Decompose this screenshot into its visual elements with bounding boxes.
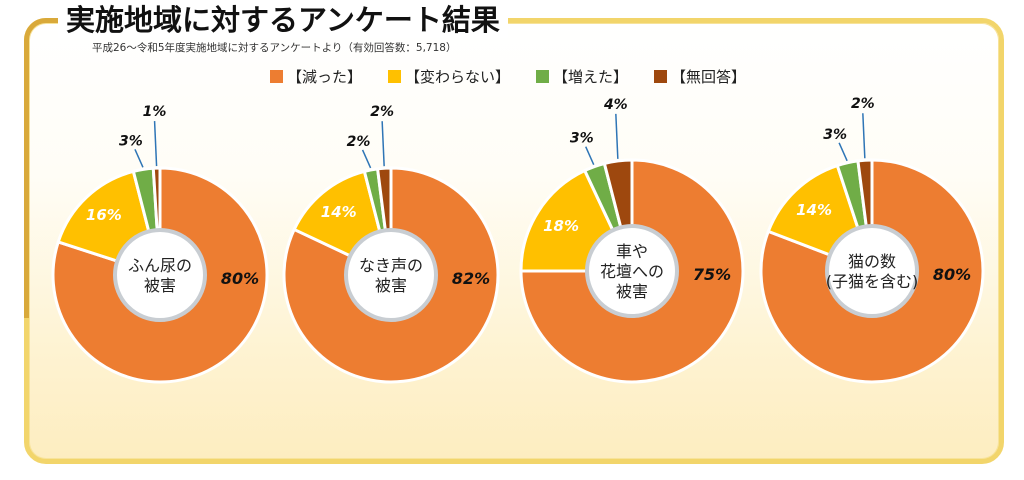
center-circle [585, 224, 679, 318]
center-circle [825, 224, 919, 318]
leader-line-no-answer [381, 121, 385, 167]
legend-swatch-increased [536, 70, 550, 83]
legend-item-no-answer: 【無回答】 [654, 66, 746, 87]
data-label-unchanged: 14% [796, 201, 832, 219]
legend-swatch-no-answer [654, 70, 668, 83]
data-label-no-answer: 2% [370, 104, 394, 120]
data-label-decreased: 80% [221, 269, 259, 288]
legend: 【減った】 【変わらない】 【増えた】 【無回答】 [270, 66, 746, 87]
legend-label-unchanged: 【変わらない】 [405, 68, 511, 86]
leader-line-increased [361, 149, 372, 169]
center-label-line: ふん尿の [128, 256, 192, 275]
data-label-increased: 3% [119, 133, 143, 149]
leader-line-increased [585, 146, 595, 165]
data-label-no-answer: 1% [143, 104, 167, 120]
legend-item-unchanged: 【変わらない】 [388, 66, 510, 87]
data-label-unchanged: 14% [321, 203, 357, 221]
center-label-line: 被害 [375, 276, 407, 295]
leader-line-no-answer [615, 113, 619, 159]
data-label-decreased: 75% [693, 265, 731, 284]
leader-line-no-answer [862, 113, 866, 159]
page-title: 実施地域に対するアンケート結果 [66, 3, 500, 37]
data-label-decreased: 80% [933, 265, 971, 284]
donut-chart-4: 猫の数(子猫を含む) 80% 14% 3%2% [759, 96, 985, 384]
leader-line-increased [134, 149, 144, 168]
data-label-increased: 3% [570, 131, 594, 147]
center-label-line: 花壇への [600, 262, 664, 281]
data-label-unchanged: 16% [86, 206, 122, 224]
center-circle [344, 228, 438, 322]
legend-swatch-decreased [270, 70, 283, 83]
legend-label-no-answer: 【無回答】 [671, 68, 747, 86]
center-label-line: なき声の [359, 256, 423, 275]
legend-item-decreased: 【減った】 [270, 66, 362, 87]
center-label-line: 被害 [144, 276, 176, 295]
legend-label-decreased: 【減った】 [287, 68, 363, 86]
title-block: 実施地域に対するアンケート結果 [58, 2, 508, 38]
legend-label-increased: 【増えた】 [553, 68, 629, 86]
center-label-line: 車や [616, 242, 648, 261]
legend-swatch-unchanged [388, 70, 402, 83]
legend-item-increased: 【増えた】 [536, 66, 628, 87]
center-label-line: (子猫を含む) [826, 272, 919, 291]
data-label-increased: 2% [347, 134, 371, 150]
data-label-no-answer: 2% [851, 96, 875, 112]
page-subtitle: 平成26～令和5年度実施地域に対するアンケートより（有効回答数：5,718） [92, 42, 457, 54]
center-label-line: 猫の数 [848, 252, 896, 271]
leader-line-increased [838, 142, 848, 162]
center-circle [113, 228, 207, 322]
data-label-unchanged: 18% [543, 217, 579, 235]
data-label-no-answer: 4% [603, 97, 628, 113]
center-label-line: 被害 [616, 282, 648, 301]
leader-line-no-answer [153, 121, 158, 167]
data-label-decreased: 82% [452, 269, 490, 288]
slice-decreased [51, 166, 269, 384]
data-label-increased: 3% [823, 127, 847, 143]
